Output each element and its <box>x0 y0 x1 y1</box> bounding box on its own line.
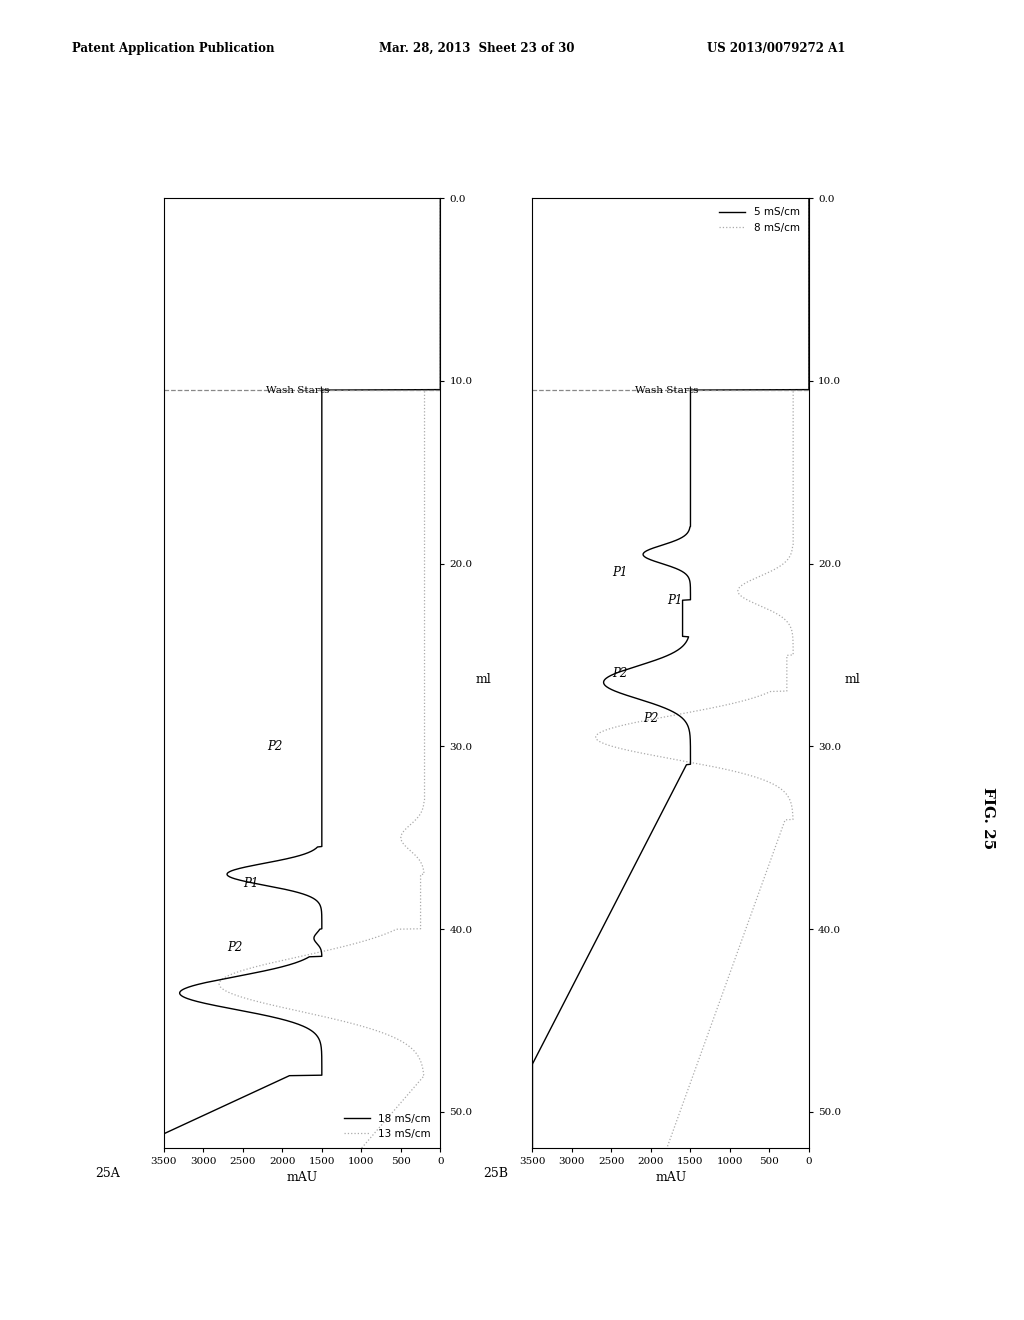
Text: P1: P1 <box>611 566 627 579</box>
Y-axis label: ml: ml <box>476 673 492 686</box>
Text: P2: P2 <box>643 713 658 726</box>
Text: US 2013/0079272 A1: US 2013/0079272 A1 <box>707 42 845 55</box>
Text: P1: P1 <box>667 594 682 607</box>
Text: Wash Starts: Wash Starts <box>266 387 330 396</box>
Legend: 5 mS/cm, 8 mS/cm: 5 mS/cm, 8 mS/cm <box>715 203 804 236</box>
Text: P2: P2 <box>227 941 243 954</box>
Legend: 18 mS/cm, 13 mS/cm: 18 mS/cm, 13 mS/cm <box>340 1110 435 1143</box>
Text: P1: P1 <box>243 876 258 890</box>
Y-axis label: ml: ml <box>845 673 860 686</box>
Text: 25A: 25A <box>94 1167 120 1180</box>
Text: Patent Application Publication: Patent Application Publication <box>72 42 274 55</box>
Text: Mar. 28, 2013  Sheet 23 of 30: Mar. 28, 2013 Sheet 23 of 30 <box>379 42 574 55</box>
Text: P2: P2 <box>611 667 627 680</box>
X-axis label: mAU: mAU <box>655 1171 686 1184</box>
Text: Wash Starts: Wash Starts <box>635 387 698 396</box>
X-axis label: mAU: mAU <box>287 1171 317 1184</box>
Text: 25B: 25B <box>482 1167 508 1180</box>
Text: FIG. 25: FIG. 25 <box>981 787 995 850</box>
Text: P2: P2 <box>266 739 283 752</box>
